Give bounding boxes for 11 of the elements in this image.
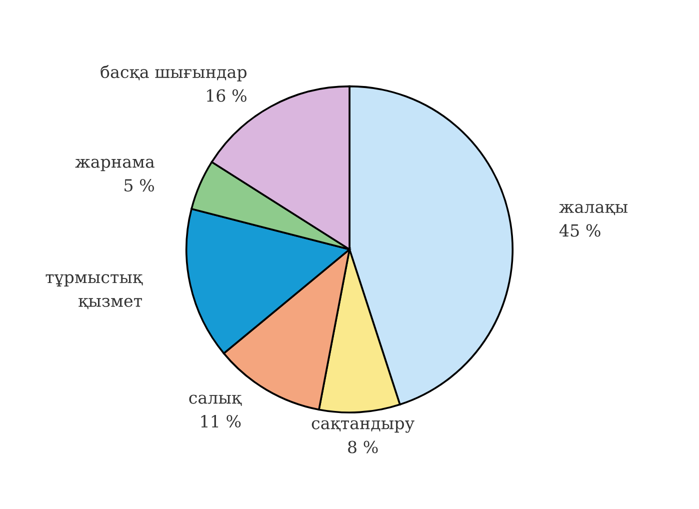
slice-label: басқа шығындар <box>100 64 247 82</box>
slice-label: сақтандыру <box>312 420 414 433</box>
slice-label: жалақы <box>559 204 628 216</box>
slice-label: салық <box>189 394 242 406</box>
slice-label: жарнама <box>75 158 154 172</box>
data-label: 16 % <box>207 89 246 102</box>
data-label: 8 % <box>348 440 378 454</box>
data-label: 45 % <box>559 224 600 237</box>
data-label: 11 % <box>201 414 241 428</box>
slice-label: тұрмыстық қызмет <box>46 274 143 310</box>
data-label: 5 % <box>124 179 154 192</box>
